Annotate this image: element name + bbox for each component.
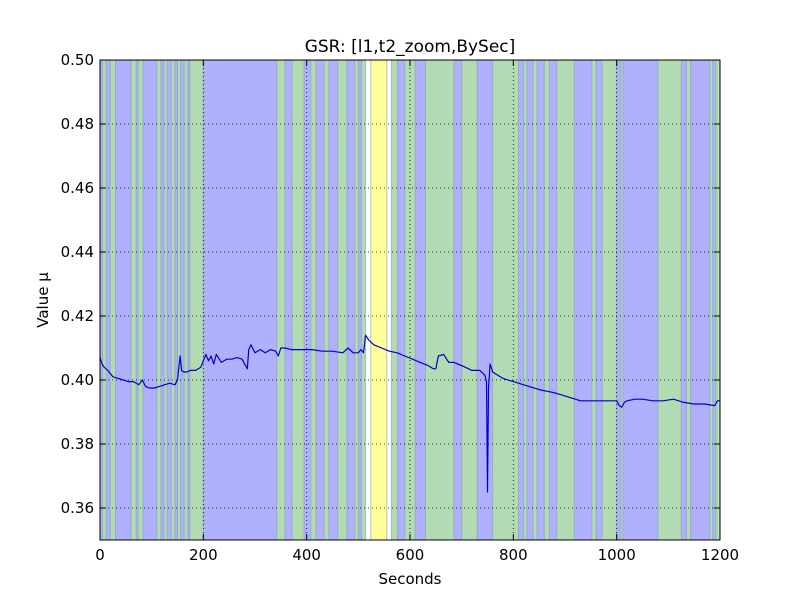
y-tick-label: 0.48 <box>61 115 94 133</box>
phase-band-blue <box>136 60 139 540</box>
y-tick-label: 0.50 <box>61 51 94 69</box>
phase-band-blue <box>477 60 493 540</box>
x-tick-label: 1000 <box>598 546 636 564</box>
phase-band-blue <box>453 60 462 540</box>
x-axis-label: Seconds <box>378 570 441 588</box>
phase-band-green <box>556 60 575 540</box>
phase-band-blue <box>100 60 103 540</box>
phase-band-blue <box>690 60 710 540</box>
phase-band-green <box>620 60 623 540</box>
phase-band-blue <box>328 60 338 540</box>
phase-band-blue <box>397 60 405 540</box>
phase-band-blue <box>622 60 658 540</box>
y-tick-label: 0.38 <box>61 435 94 453</box>
y-tick-label: 0.44 <box>61 243 94 261</box>
phase-band-blue <box>537 60 545 540</box>
x-tick-label: 800 <box>499 546 528 564</box>
phase-band-blue <box>596 60 603 540</box>
phase-band-green <box>171 60 175 540</box>
phase-band-blue <box>358 60 362 540</box>
phase-band-green <box>544 60 550 540</box>
phase-band-white <box>365 60 371 540</box>
phase-band-blue <box>304 60 311 540</box>
phase-band-green <box>110 60 116 540</box>
phase-band-blue <box>142 60 157 540</box>
phase-band-green <box>310 60 316 540</box>
phase-band-white <box>386 60 392 540</box>
y-tick-label: 0.42 <box>61 307 94 325</box>
y-tick-label: 0.46 <box>61 179 94 197</box>
phase-band-green <box>102 60 107 540</box>
phase-band-green <box>425 60 454 540</box>
phase-band-yellow <box>370 60 387 540</box>
y-tick-label: 0.40 <box>61 371 94 389</box>
phase-band-green <box>276 60 285 540</box>
x-tick-label: 200 <box>189 546 218 564</box>
axis-ticks: 0 200 400 600 800 1000 1200 0.36 0.38 0.40 0.42 0.4… <box>61 51 740 564</box>
phase-bands <box>100 60 720 540</box>
x-tick-label: 600 <box>396 546 425 564</box>
phase-band-green <box>184 60 188 540</box>
phase-band-blue <box>284 60 293 540</box>
phase-band-green <box>523 60 527 540</box>
phase-band-blue <box>115 60 131 540</box>
phase-band-blue <box>160 60 165 540</box>
phase-band-blue <box>167 60 172 540</box>
phase-band-blue <box>712 60 716 540</box>
x-tick-label: 0 <box>95 546 105 564</box>
phase-band-blue <box>574 60 592 540</box>
phase-band-green <box>602 60 617 540</box>
gsr-series-line <box>99 334 720 493</box>
phase-band-green <box>461 60 478 540</box>
phase-band-green <box>658 60 682 540</box>
phase-band-blue <box>180 60 185 540</box>
phase-band-green <box>177 60 181 540</box>
phase-band-green <box>709 60 713 540</box>
phase-band-green <box>324 60 329 540</box>
phase-band-green <box>131 60 137 540</box>
phase-band-blue <box>187 60 190 540</box>
phase-band-blue <box>203 60 277 540</box>
phase-band-green <box>686 60 691 540</box>
phase-band-green <box>492 60 519 540</box>
phase-band-blue <box>616 60 621 540</box>
phase-band-green <box>189 60 204 540</box>
phase-band-green <box>292 60 305 540</box>
y-axis-label: Value µ <box>34 272 52 328</box>
series-layer <box>99 334 720 493</box>
phase-band-blue <box>346 60 355 540</box>
phase-band-green <box>138 60 143 540</box>
phase-band-green <box>164 60 168 540</box>
phase-band-blue <box>415 60 426 540</box>
phase-band-green <box>156 60 161 540</box>
phase-band-blue <box>174 60 178 540</box>
chart-title: GSR: [l1,t2_zoom,BySec] <box>305 37 516 57</box>
phase-band-green <box>361 60 366 540</box>
x-tick-label: 1200 <box>701 546 739 564</box>
grid-lines <box>100 60 720 540</box>
x-tick-label: 400 <box>292 546 321 564</box>
phase-band-green <box>532 60 538 540</box>
phase-band-green <box>337 60 347 540</box>
phase-band-green <box>391 60 398 540</box>
phase-band-blue <box>681 60 687 540</box>
phase-band-green <box>715 60 720 540</box>
phase-band-blue <box>315 60 325 540</box>
phase-band-green <box>354 60 359 540</box>
phase-band-blue <box>549 60 557 540</box>
phase-band-blue <box>518 60 524 540</box>
phase-band-blue <box>106 60 111 540</box>
y-tick-label: 0.36 <box>61 499 94 517</box>
phase-band-blue <box>526 60 533 540</box>
phase-band-green <box>591 60 596 540</box>
